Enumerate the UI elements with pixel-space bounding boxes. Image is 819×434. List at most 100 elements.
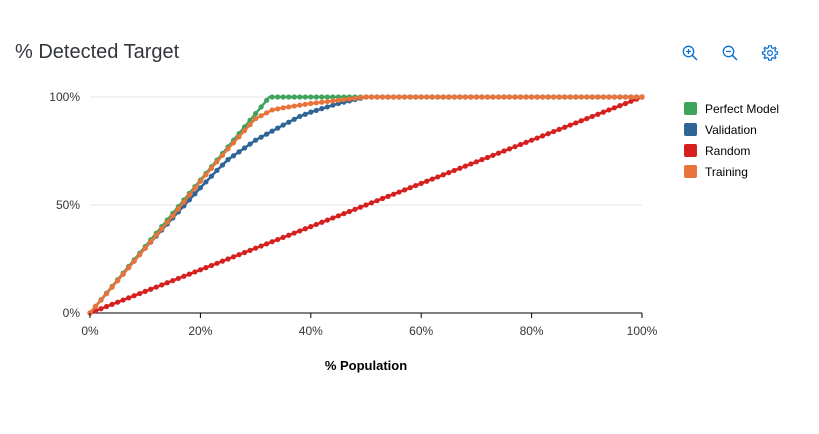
- data-point-training[interactable]: [424, 94, 430, 100]
- data-point-training[interactable]: [446, 94, 452, 100]
- data-point-random[interactable]: [352, 206, 358, 212]
- data-point-random[interactable]: [275, 236, 281, 243]
- data-point-random[interactable]: [115, 299, 121, 305]
- data-point-random[interactable]: [462, 163, 468, 169]
- data-point-validation[interactable]: [286, 119, 292, 125]
- data-point-validation[interactable]: [208, 173, 215, 179]
- data-point-random[interactable]: [495, 150, 502, 156]
- data-point-random[interactable]: [584, 116, 590, 122]
- data-point-random[interactable]: [435, 174, 441, 180]
- data-point-random[interactable]: [153, 284, 159, 290]
- data-point-random[interactable]: [490, 152, 496, 158]
- data-point-random[interactable]: [413, 182, 419, 189]
- data-point-random[interactable]: [186, 271, 192, 277]
- data-point-perfect-model[interactable]: [253, 111, 259, 117]
- data-point-validation[interactable]: [225, 157, 231, 163]
- data-point-training[interactable]: [297, 102, 303, 108]
- data-point-random[interactable]: [357, 204, 364, 210]
- data-point-random[interactable]: [407, 185, 413, 191]
- data-point-training[interactable]: [484, 94, 491, 100]
- data-point-random[interactable]: [402, 187, 408, 193]
- data-point-training[interactable]: [225, 146, 231, 152]
- data-point-random[interactable]: [628, 98, 634, 104]
- data-point-random[interactable]: [363, 202, 369, 208]
- data-point-training[interactable]: [611, 94, 618, 100]
- zoom-out-button[interactable]: [719, 42, 741, 64]
- legend-item-perfect-model[interactable]: Perfect Model: [684, 98, 779, 119]
- data-point-training[interactable]: [92, 303, 99, 310]
- data-point-training[interactable]: [435, 94, 441, 100]
- data-point-validation[interactable]: [203, 179, 209, 185]
- data-point-training[interactable]: [523, 94, 529, 100]
- data-point-random[interactable]: [429, 176, 435, 182]
- data-point-training[interactable]: [529, 94, 535, 100]
- data-point-training[interactable]: [490, 94, 496, 100]
- data-point-validation[interactable]: [258, 134, 264, 140]
- data-point-training[interactable]: [126, 265, 132, 271]
- data-point-validation[interactable]: [330, 102, 336, 108]
- data-point-random[interactable]: [479, 157, 485, 163]
- data-point-random[interactable]: [126, 295, 132, 301]
- data-point-training[interactable]: [368, 94, 375, 100]
- data-point-random[interactable]: [203, 265, 209, 271]
- data-point-validation[interactable]: [214, 167, 220, 174]
- data-point-training[interactable]: [540, 94, 546, 100]
- data-point-training[interactable]: [181, 199, 187, 205]
- data-point-random[interactable]: [214, 260, 220, 266]
- data-point-training[interactable]: [628, 94, 634, 100]
- data-point-random[interactable]: [308, 224, 314, 230]
- data-point-validation[interactable]: [297, 113, 303, 120]
- data-point-random[interactable]: [617, 103, 623, 109]
- data-point-training[interactable]: [291, 103, 297, 109]
- data-point-random[interactable]: [247, 247, 253, 253]
- data-point-perfect-model[interactable]: [313, 94, 319, 100]
- data-point-random[interactable]: [137, 290, 143, 297]
- data-point-training[interactable]: [506, 94, 513, 100]
- data-point-training[interactable]: [468, 94, 474, 100]
- data-point-random[interactable]: [98, 306, 104, 312]
- data-point-perfect-model[interactable]: [324, 94, 330, 100]
- data-point-random[interactable]: [468, 161, 474, 167]
- data-point-perfect-model[interactable]: [286, 94, 292, 100]
- data-point-random[interactable]: [440, 172, 446, 178]
- data-point-training[interactable]: [247, 122, 253, 128]
- data-point-random[interactable]: [451, 167, 457, 174]
- settings-button[interactable]: [759, 42, 781, 64]
- data-point-training[interactable]: [517, 94, 524, 100]
- data-point-random[interactable]: [379, 195, 386, 202]
- data-point-training[interactable]: [269, 107, 275, 113]
- data-point-training[interactable]: [258, 113, 264, 119]
- data-point-training[interactable]: [473, 94, 479, 100]
- data-point-training[interactable]: [418, 94, 424, 100]
- data-point-training[interactable]: [253, 116, 259, 122]
- data-point-random[interactable]: [181, 273, 187, 279]
- data-point-random[interactable]: [341, 211, 347, 217]
- data-point-random[interactable]: [286, 232, 292, 238]
- data-point-training[interactable]: [457, 94, 463, 100]
- data-point-training[interactable]: [578, 94, 584, 100]
- data-point-random[interactable]: [418, 180, 424, 186]
- data-point-training[interactable]: [137, 252, 143, 258]
- data-point-training[interactable]: [617, 94, 623, 100]
- data-point-random[interactable]: [545, 131, 551, 137]
- data-point-random[interactable]: [319, 219, 325, 225]
- data-point-random[interactable]: [175, 275, 181, 282]
- data-point-training[interactable]: [600, 94, 606, 100]
- data-point-random[interactable]: [346, 208, 353, 215]
- data-point-training[interactable]: [208, 165, 215, 171]
- data-point-training[interactable]: [153, 232, 159, 238]
- data-point-training[interactable]: [589, 94, 595, 100]
- data-point-training[interactable]: [120, 271, 126, 277]
- data-point-training[interactable]: [308, 100, 314, 107]
- data-point-training[interactable]: [170, 213, 176, 219]
- data-point-training[interactable]: [186, 192, 192, 198]
- data-point-training[interactable]: [275, 106, 281, 112]
- data-point-training[interactable]: [159, 226, 165, 232]
- data-point-validation[interactable]: [253, 137, 259, 143]
- data-point-random[interactable]: [103, 303, 110, 310]
- data-point-training[interactable]: [98, 297, 104, 303]
- data-point-perfect-model[interactable]: [330, 94, 336, 100]
- data-point-random[interactable]: [556, 126, 562, 132]
- data-point-random[interactable]: [573, 120, 579, 126]
- data-point-training[interactable]: [148, 239, 154, 245]
